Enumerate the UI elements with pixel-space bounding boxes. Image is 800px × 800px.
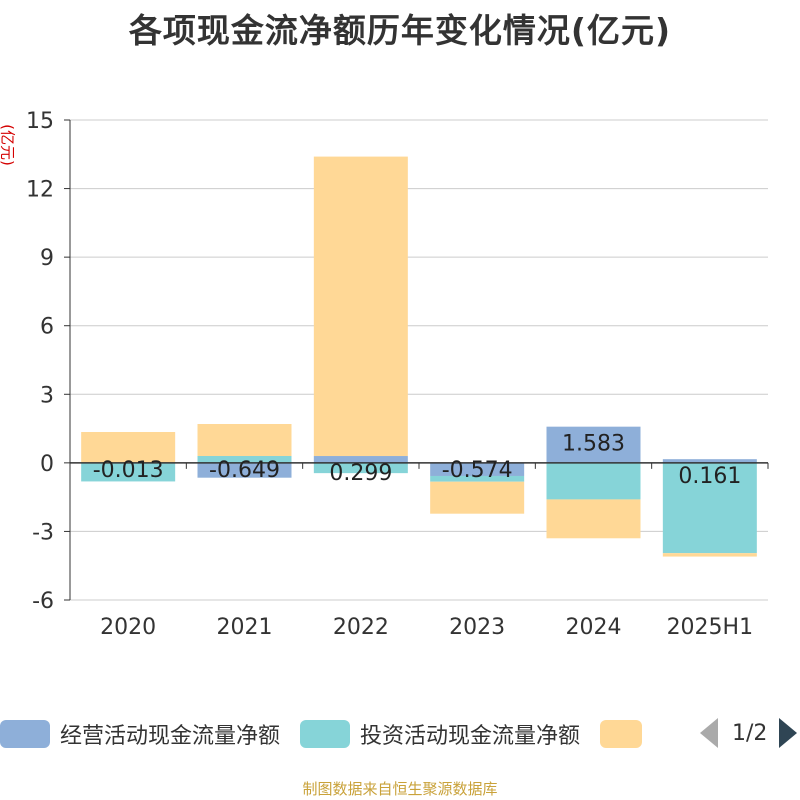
legend-label-operating: 经营活动现金流量净额 — [60, 724, 281, 749]
legend-item-financing[interactable] — [600, 720, 652, 748]
y-tick-label: -6 — [32, 589, 54, 614]
legend-swatch-financing — [600, 720, 643, 748]
x-tick-label: 2020 — [100, 615, 156, 640]
bar-financing — [313, 156, 408, 457]
bar-investing — [546, 462, 641, 500]
bar-financing — [197, 424, 292, 456]
bar-financing — [81, 432, 176, 463]
data-source-note: 制图数据来自恒生聚源数据库 — [302, 780, 498, 798]
legend-prev-icon[interactable] — [700, 718, 718, 748]
bar-financing — [546, 499, 641, 539]
bar-operating — [313, 456, 408, 463]
bar-investing — [197, 456, 292, 463]
legend-swatch-investing — [300, 720, 351, 748]
bar-financing — [430, 481, 525, 514]
y-tick-label: -3 — [32, 520, 54, 545]
legend-swatch-operating — [0, 720, 50, 748]
x-tick-label: 2024 — [566, 615, 622, 640]
bar-investing — [313, 462, 408, 474]
bar-investing — [430, 475, 525, 482]
data-label: 0.299 — [329, 461, 392, 486]
legend-pager: 1/2 — [700, 718, 798, 748]
legend-item-operating[interactable]: 经营活动现金流量净额 — [0, 718, 280, 750]
data-label: -0.574 — [442, 458, 513, 483]
y-tick-label: 15 — [26, 109, 54, 134]
data-label: -0.013 — [93, 458, 164, 483]
bar-operating — [546, 426, 641, 463]
bar-investing — [662, 462, 757, 554]
legend-item-investing[interactable]: 投资活动现金流量净额 — [300, 718, 580, 750]
legend: 经营活动现金流量净额 投资活动现金流量净额 — [0, 716, 672, 752]
y-tick-label: 6 — [40, 315, 54, 340]
bar-operating — [430, 462, 525, 476]
x-tick-label: 2021 — [217, 615, 273, 640]
bar-operating — [197, 462, 292, 478]
bar-financing — [662, 553, 757, 557]
y-axis-unit: (亿元) — [0, 124, 17, 166]
y-tick-label: 9 — [40, 246, 54, 271]
data-label: 1.583 — [562, 432, 625, 457]
data-label: 0.161 — [678, 464, 741, 489]
y-tick-label: 3 — [40, 383, 54, 408]
y-tick-label: 12 — [26, 178, 54, 203]
legend-page-indicator: 1/2 — [732, 720, 768, 746]
bar-investing — [81, 463, 176, 482]
x-tick-label: 2022 — [333, 615, 389, 640]
x-tick-label: 2025H1 — [667, 615, 754, 640]
y-tick-label: 0 — [40, 452, 54, 477]
bar-operating — [662, 459, 757, 463]
data-label: -0.649 — [209, 458, 280, 483]
x-tick-label: 2023 — [449, 615, 505, 640]
legend-label-investing: 投资活动现金流量净额 — [360, 724, 581, 749]
chart-title: 各项现金流净额历年变化情况(亿元) — [128, 11, 672, 50]
legend-next-icon[interactable] — [779, 718, 798, 748]
